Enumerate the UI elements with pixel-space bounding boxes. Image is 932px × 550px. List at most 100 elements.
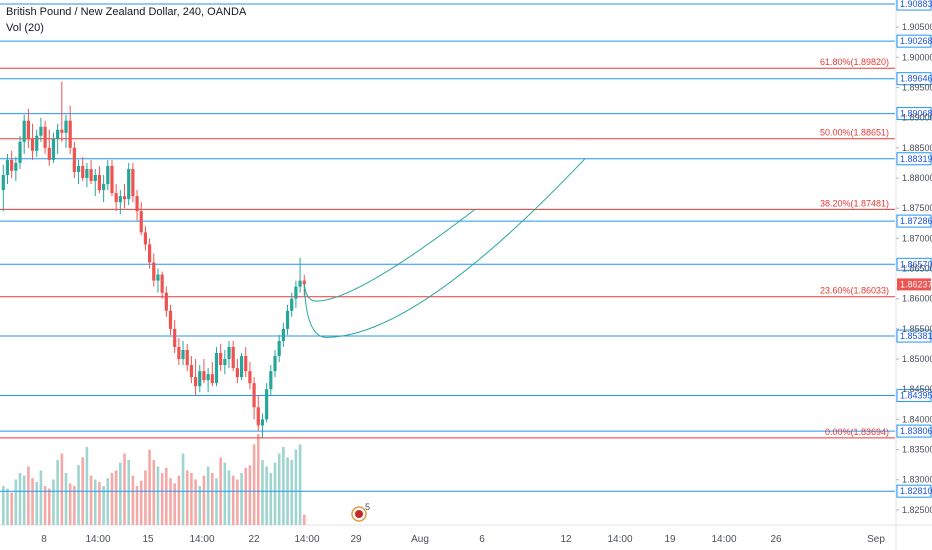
volume-bar (177, 475, 181, 525)
volume-bar (31, 478, 34, 525)
volume-bar (123, 453, 126, 525)
volume-bar (273, 462, 277, 525)
volume-bar (22, 475, 26, 525)
volume-bar (10, 492, 13, 525)
event-count: 5 (365, 502, 370, 512)
price-tick-label: 1.88000 (902, 173, 932, 183)
time-tick-label: 12 (560, 534, 572, 545)
price-tick-label: 1.89500 (902, 83, 932, 93)
projection-curve (303, 209, 476, 302)
candle-body (14, 162, 18, 171)
candle-body (198, 371, 202, 387)
level-label-box (896, 107, 932, 121)
price-tick-label: 1.87500 (902, 203, 932, 213)
candle-body (206, 374, 210, 381)
candle-body (114, 193, 118, 203)
candle-body (256, 407, 260, 426)
candle-body (302, 280, 306, 285)
candle-body (64, 120, 68, 133)
candle-body (214, 353, 219, 384)
candlesticks (1, 81, 306, 438)
candle-body (143, 232, 148, 245)
level-label: 1.82810 (900, 486, 932, 496)
flag-icon-center (355, 510, 363, 518)
volume-bar (56, 460, 59, 525)
volume-bar (144, 470, 147, 525)
event-marker[interactable]: 5 (351, 502, 370, 522)
candle-body (148, 244, 152, 263)
time-tick-label: 14:00 (607, 534, 632, 545)
volume-bar (290, 460, 294, 525)
level-label: 1.88319 (900, 154, 932, 164)
candle-body (290, 298, 294, 311)
volume-bar (173, 483, 176, 525)
level-label: 1.86570 (900, 259, 932, 269)
volume-bar (165, 467, 168, 525)
candle-body (139, 211, 143, 233)
fib-label: 38.20%(1.87481) (820, 198, 889, 208)
volume-bar (265, 466, 268, 525)
candle-body (281, 328, 285, 341)
volume-bar (6, 488, 9, 525)
volume-bar (202, 475, 206, 525)
volume-bar (39, 470, 43, 525)
time-tick-label: 6 (479, 534, 485, 545)
projection-curves (303, 158, 586, 338)
level-label-box (896, 72, 932, 86)
volume-bar (211, 473, 214, 525)
volume-bar (160, 473, 164, 525)
candle-body (219, 353, 223, 366)
price-tick-label: 1.88500 (902, 143, 932, 153)
candle-body (26, 120, 30, 139)
volume-bar (298, 444, 302, 525)
candle-body (89, 168, 93, 182)
candle-body (210, 374, 214, 384)
price-tick-label: 1.85000 (902, 354, 932, 364)
candle-body (269, 371, 273, 390)
time-axis: 8 14:00 15 14:00 22 14:00 29 Aug 6 12 14:00 19 14:00… (41, 534, 885, 545)
volume-bar (77, 465, 80, 525)
volume-bar (227, 470, 231, 525)
candle-body (68, 120, 72, 148)
candle-body (235, 368, 239, 378)
volume-bar (194, 479, 197, 525)
price-tick-label: 1.82500 (902, 505, 932, 515)
candle-body (265, 389, 269, 420)
volume-bar (269, 473, 273, 525)
candle-body (156, 274, 160, 281)
candle-body (277, 340, 281, 357)
fibonacci-levels: 61.80%(1.89820) 50.00%(1.88651) 38.20%(1.8… (0, 57, 895, 439)
candle-body (177, 346, 181, 360)
candle-body (239, 356, 244, 378)
candle-body (10, 159, 14, 171)
time-tick-label: Sep (867, 534, 885, 545)
horizontal-levels: 1.90883 1.90268 1.89646 1.89068 1.88319 1.872… (0, 0, 932, 498)
price-tick-label: 1.90000 (902, 52, 932, 62)
time-tick-label: 22 (248, 534, 260, 545)
volume-bar (27, 466, 30, 525)
level-label: 1.83806 (900, 426, 932, 436)
candle-body (160, 274, 164, 293)
candle-body (110, 165, 114, 194)
price-tick-label: 1.85500 (902, 324, 932, 334)
candle-body (81, 165, 85, 179)
candle-body (1, 175, 5, 191)
time-tick-label: 29 (350, 534, 362, 545)
price-tick-label: 1.90500 (902, 22, 932, 32)
price-tick-label: 1.86000 (902, 294, 932, 304)
level-label: 1.89068 (900, 109, 932, 119)
volume-bar (240, 473, 243, 525)
volume-bar (256, 434, 260, 525)
volume-bar (52, 479, 55, 525)
candle-body (193, 377, 198, 387)
candle-body (231, 346, 235, 369)
price-tick-label: 1.83000 (902, 475, 932, 485)
level-label-box (896, 329, 932, 343)
candle-body (164, 292, 168, 311)
volume-bar (68, 483, 72, 525)
candle-body (131, 168, 135, 197)
candle-body (43, 126, 47, 148)
volume-bar (127, 460, 130, 525)
